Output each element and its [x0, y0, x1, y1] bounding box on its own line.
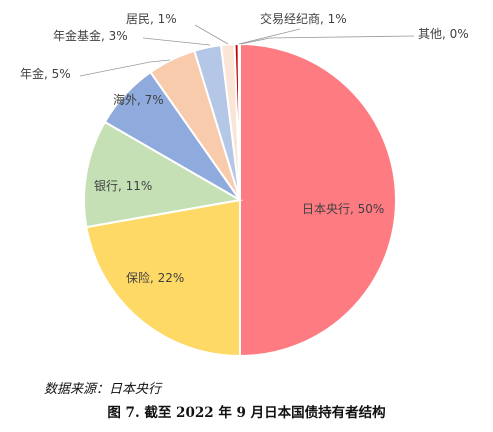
- leader-line-5: [79, 59, 171, 77]
- pie-chart: 日本央行, 50% 保险, 22% 银行, 11% 海外, 7% 年金, 5% 年金基金,…: [20, 11, 469, 358]
- leader-lines: [79, 24, 415, 77]
- slice-label-6: 年金基金, 3%: [53, 28, 128, 43]
- slice-label-2: 保险, 22%: [126, 270, 184, 285]
- leader-line-9: [240, 35, 415, 45]
- slice-label-9: 其他, 0%: [418, 27, 469, 41]
- leader-line-8: [238, 28, 301, 45]
- leader-line-7: [194, 24, 229, 45]
- slice-label-1: 日本央行, 50%: [302, 202, 384, 216]
- pie-slices: [83, 42, 397, 358]
- pie-slice-3: [83, 120, 243, 229]
- pie-slice-9: [237, 42, 241, 201]
- source-note: 数据来源：日本央行: [44, 382, 162, 397]
- pie-slice-2: [85, 198, 241, 358]
- slice-label-3: 银行, 11%: [94, 179, 152, 193]
- slice-label-8: 交易经纪商, 1%: [260, 11, 347, 26]
- slice-label-7: 居民, 1%: [126, 12, 177, 26]
- slice-labels: 日本央行, 50% 保险, 22% 银行, 11% 海外, 7% 年金, 5% 年金基金,…: [20, 11, 469, 285]
- leader-line-6: [142, 37, 211, 46]
- figure-caption: 图 7. 截至 2022 年 9 月日本国债持有者结构: [107, 405, 386, 421]
- pie-slice-1: [239, 42, 397, 358]
- slice-label-5: 年金, 5%: [20, 66, 71, 81]
- slice-label-4: 海外, 7%: [113, 92, 164, 107]
